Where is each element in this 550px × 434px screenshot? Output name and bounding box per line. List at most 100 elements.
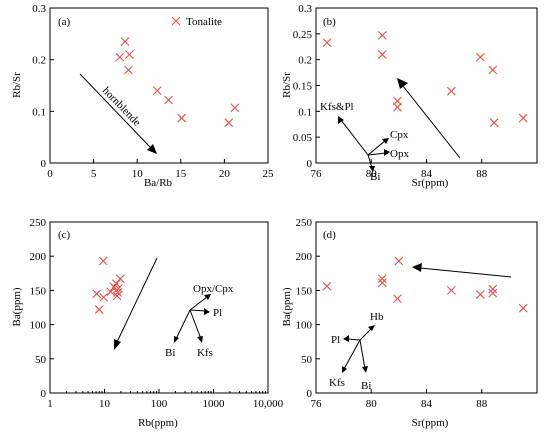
x-tick-label: 5 <box>91 168 97 180</box>
data-point <box>322 38 332 48</box>
x-tick-label: 1 <box>47 398 53 410</box>
trend-arrow <box>412 263 512 278</box>
panel-b-xlabel: Sr(ppm) <box>412 177 449 189</box>
y-tick-label: 0.3 <box>298 3 312 15</box>
y-tick-label: 200 <box>30 251 47 263</box>
vector-arrows <box>174 294 211 343</box>
vector-arrows <box>338 116 390 172</box>
panel-c: (c) Rb(ppm) Ba(ppm) Opx/Cpx Pl Bi Kfs 1 1… <box>11 217 284 429</box>
data-point <box>518 303 528 313</box>
data-point <box>488 65 498 75</box>
y-tick-label: 0 <box>41 158 47 170</box>
x-tick-label: 76 <box>311 398 323 410</box>
panel-b-frame <box>315 7 538 164</box>
x-tick-label: 84 <box>421 168 433 180</box>
panel-a-xlabel: Ba/Rb <box>144 177 173 189</box>
y-tick-label: 0.05 <box>293 132 313 144</box>
data-point <box>394 256 404 266</box>
panel-d-frame <box>315 221 538 394</box>
kfs-label: Kfs <box>329 377 345 389</box>
data-point <box>115 274 125 284</box>
x-tick-label: 20 <box>219 168 231 180</box>
panel-c-ylabel: Ba(ppm) <box>11 287 23 326</box>
y-tick-label: 250 <box>296 217 313 229</box>
y-tick-label: 0.2 <box>32 55 46 67</box>
kfs-pl-label: Kfs&Pl <box>320 101 354 113</box>
data-point <box>124 65 133 75</box>
y-tick-label: 0.3 <box>32 3 46 15</box>
x-tick-label: 15 <box>175 168 187 180</box>
cpx-label: Cpx <box>390 129 409 141</box>
data-point <box>120 37 130 46</box>
data-point <box>106 287 116 297</box>
y-tick-label: 0 <box>307 388 313 400</box>
data-point <box>393 102 402 112</box>
y-tick-label: 250 <box>30 217 47 229</box>
trend-arrow <box>114 257 158 350</box>
panel-c-xlabel: Rb(ppm) <box>138 417 178 429</box>
x-tick-label: 88 <box>476 168 488 180</box>
data-point <box>475 290 485 299</box>
hornblende-label: hornblende <box>100 85 143 129</box>
data-point <box>377 50 387 59</box>
hb-label: Hb <box>370 311 384 323</box>
data-point <box>94 305 104 314</box>
panel-d-ylabel: Ba(ppm) <box>281 287 293 326</box>
kfs-label: Kfs <box>197 347 213 359</box>
data-point <box>393 294 402 303</box>
data-point <box>224 118 234 128</box>
panel-d-label: (d) <box>323 229 336 241</box>
legend-label: Tonalite <box>186 16 222 28</box>
x-tick-label: 0 <box>47 168 53 180</box>
x-tick-label: 76 <box>311 168 323 180</box>
data-point <box>377 274 387 284</box>
bi-label: Bi <box>370 171 380 183</box>
data-point <box>115 52 125 62</box>
x-tick-label: 100 <box>151 398 168 410</box>
vector-arrows <box>342 325 375 373</box>
x-tick-label: 10,000 <box>253 398 284 410</box>
bi-label: Bi <box>361 380 371 392</box>
panel-d-xlabel: Sr(ppm) <box>412 417 449 429</box>
y-tick-label: 100 <box>30 320 47 332</box>
data-point <box>99 292 108 302</box>
y-tick-label: 150 <box>30 285 47 297</box>
data-point <box>112 291 122 301</box>
panel-b: (b) Sr(ppm) Rb/Sr Kfs&Pl Cpx Opx Bi 76 80… <box>281 3 538 189</box>
y-tick-label: 50 <box>35 354 47 366</box>
y-tick-label: 200 <box>296 251 313 263</box>
panel-a: (a) Tonalite Ba/Rb Rb/Sr hornblende 0 5 10… <box>11 3 274 189</box>
x-tick-label: 88 <box>476 398 488 410</box>
y-tick-label: 0.15 <box>293 81 313 93</box>
data-point <box>446 286 456 295</box>
data-point <box>92 289 102 299</box>
opx-label: Opx <box>390 148 409 160</box>
data-point <box>488 284 498 294</box>
data-point <box>489 118 499 128</box>
panel-a-frame <box>49 7 269 164</box>
x-tick-label: 80 <box>366 168 378 180</box>
data-point <box>177 113 187 123</box>
data-point <box>111 279 121 288</box>
y-tick-label: 150 <box>296 285 313 297</box>
data-point <box>98 256 108 266</box>
opx-cpx-label: Opx/Cpx <box>193 283 234 295</box>
panel-b-label: (b) <box>323 16 336 28</box>
data-point <box>124 50 134 59</box>
hornblende-arrow <box>79 73 157 154</box>
x-tick-label: 10 <box>132 168 144 180</box>
data-point <box>152 86 162 96</box>
panel-d: (d) Sr(ppm) Ba(ppm) Hb Pl Kfs Bi 76 80 84 8… <box>281 217 538 429</box>
data-point <box>446 86 456 96</box>
y-tick-label: 100 <box>296 320 313 332</box>
data-point <box>377 278 387 288</box>
data-point <box>518 113 528 123</box>
y-tick-label: 0.1 <box>32 106 46 118</box>
data-point <box>488 288 498 298</box>
bi-label: Bi <box>165 347 175 359</box>
data-point <box>230 103 240 113</box>
data-point <box>475 52 485 62</box>
y-tick-label: 0.25 <box>293 29 313 41</box>
x-tick-label: 1000 <box>203 398 226 410</box>
